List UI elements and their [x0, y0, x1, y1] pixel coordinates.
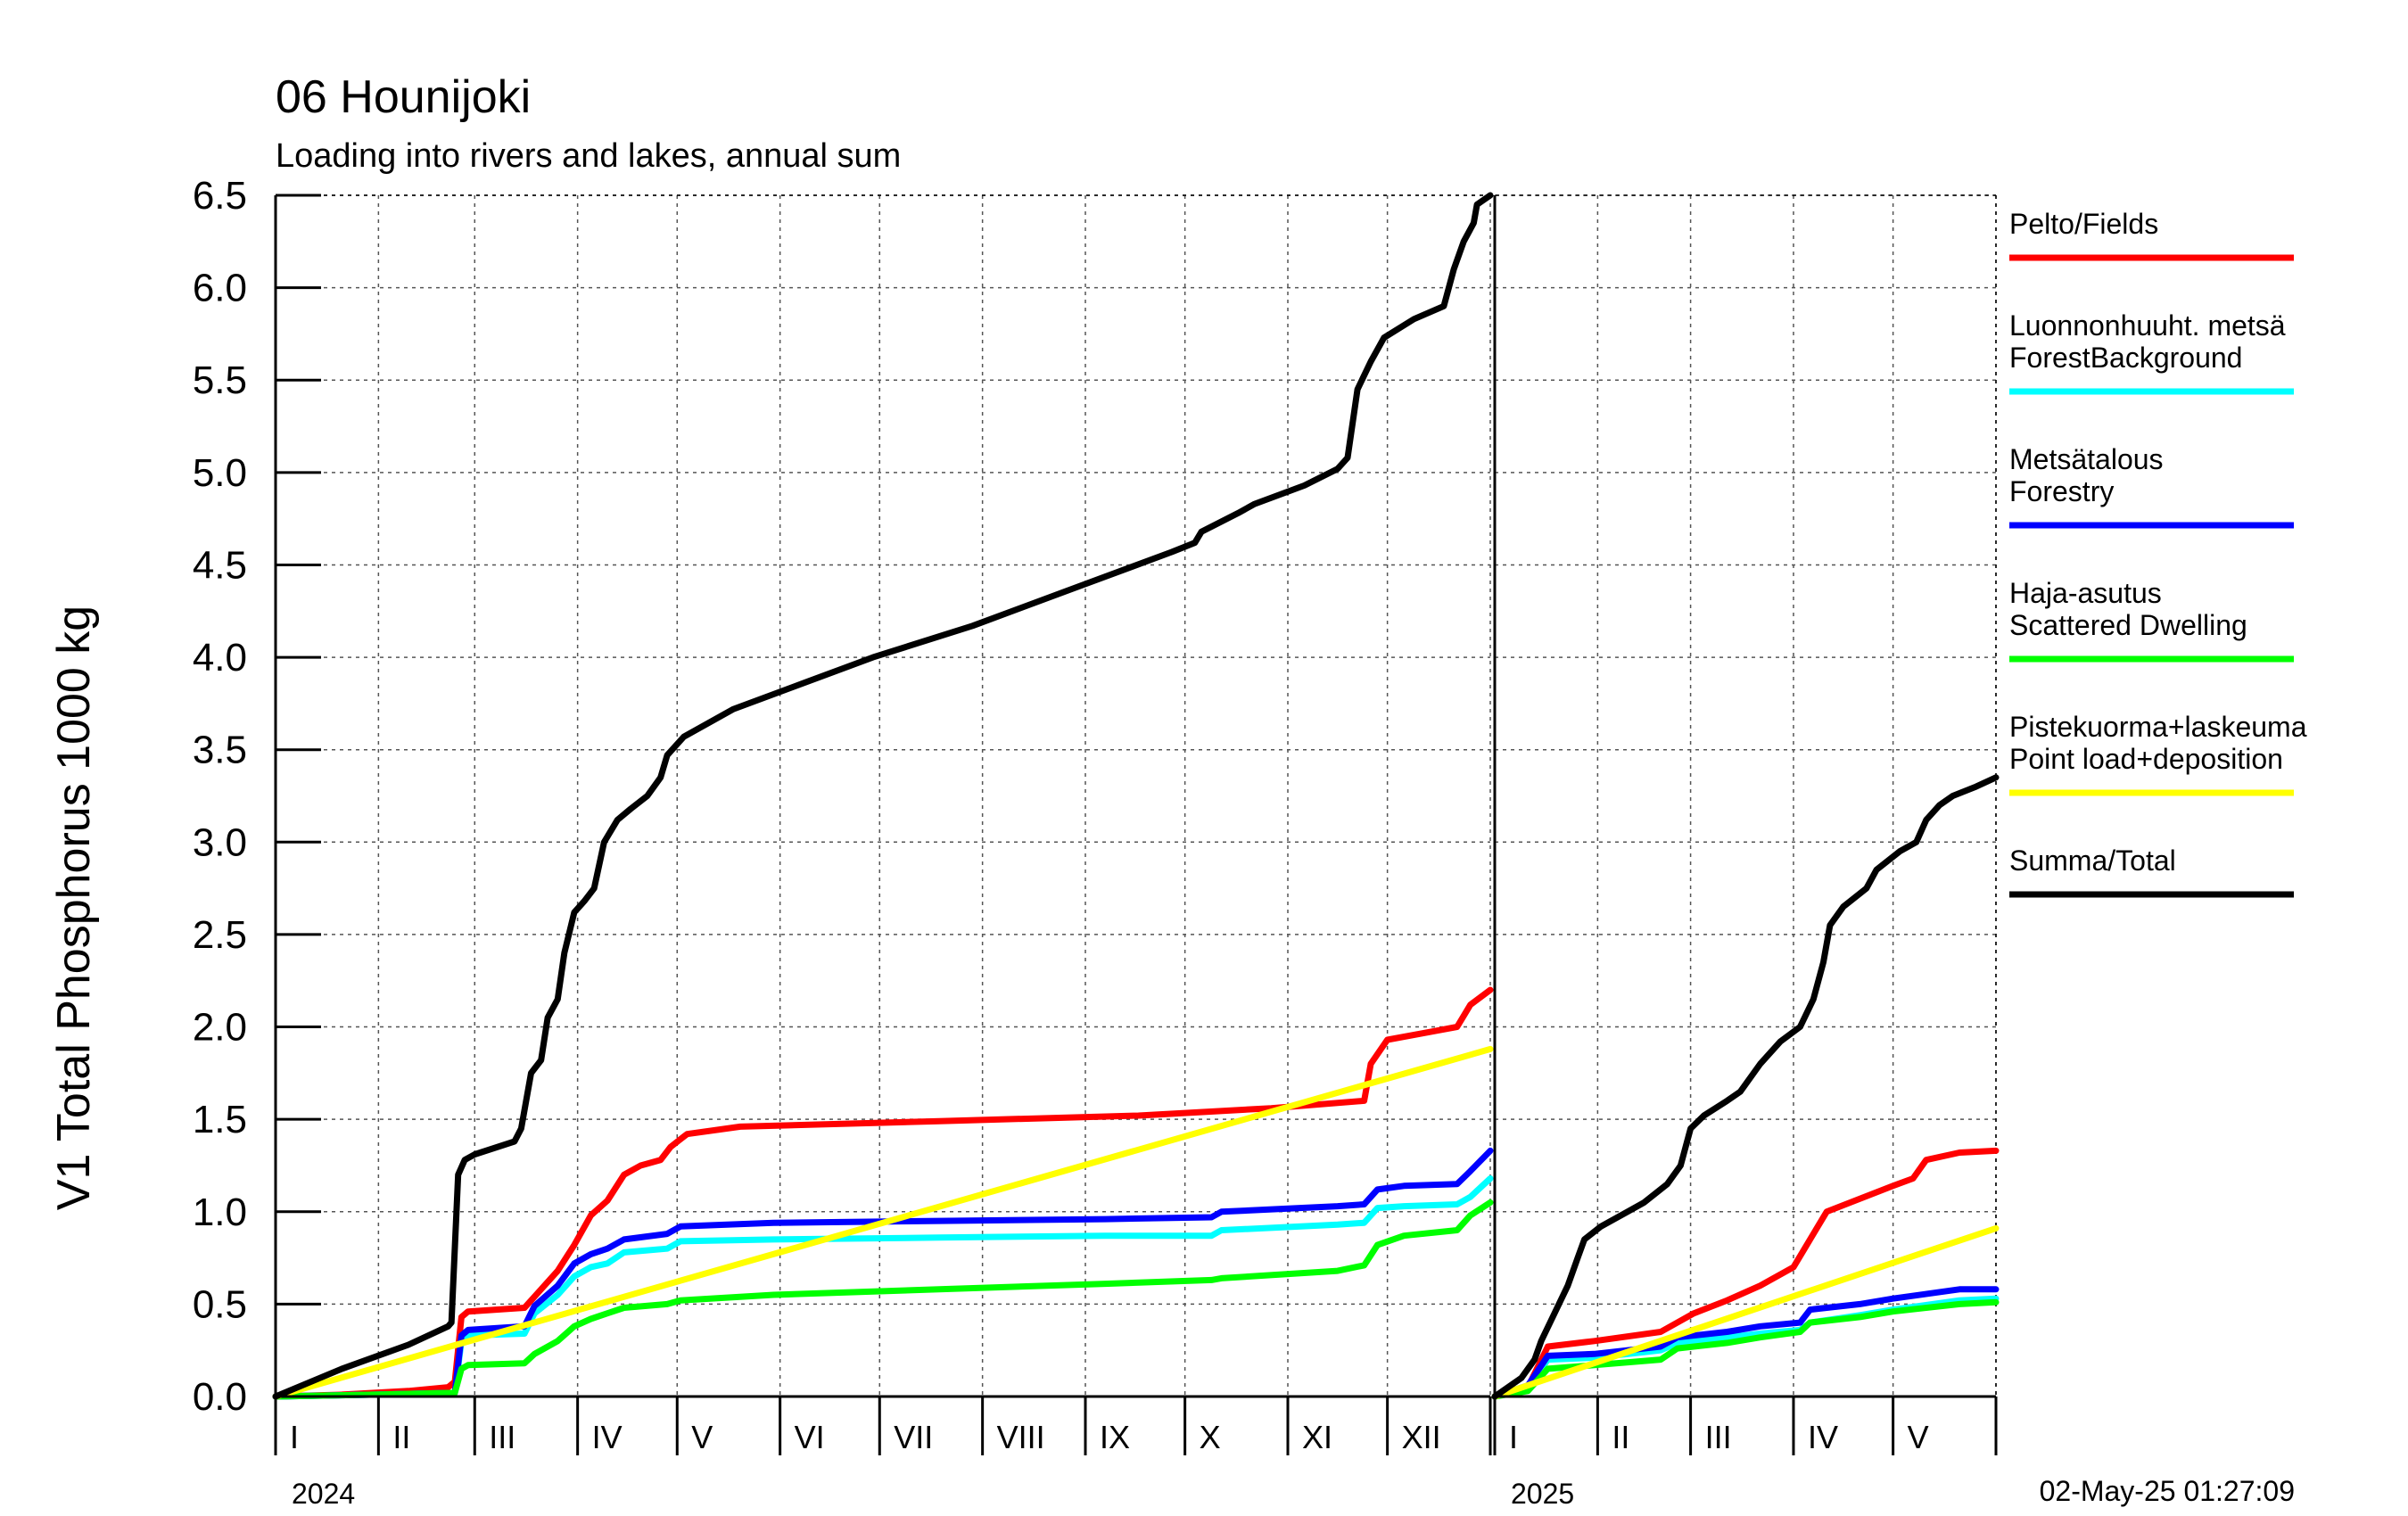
legend-label: Haja-asutus	[2009, 577, 2162, 609]
month-label: VIII	[997, 1419, 1045, 1455]
y-tick-label: 4.0	[193, 636, 247, 680]
legend-item: Summa/Total	[2009, 845, 2294, 898]
month-label: V	[691, 1419, 713, 1455]
legend-label: Summa/Total	[2009, 845, 2176, 877]
month-label: I	[1509, 1419, 1518, 1455]
year-label: 2025	[1511, 1478, 1574, 1510]
month-label: II	[392, 1419, 410, 1455]
month-label: IX	[1100, 1419, 1130, 1455]
series-line	[272, 192, 1494, 1400]
y-axis-label: V1 Total Phosphorus 1000 kg	[48, 606, 100, 1210]
series-line	[1491, 774, 2000, 1400]
series-line	[272, 1175, 1494, 1400]
y-tick-label: 5.5	[193, 358, 247, 402]
series-line	[1491, 1224, 2000, 1400]
legend-item: Pelto/Fields	[2009, 208, 2294, 261]
month-label: XI	[1302, 1419, 1332, 1455]
month-label: I	[290, 1419, 299, 1455]
month-label: IV	[592, 1419, 623, 1455]
y-tick-label: 6.0	[193, 267, 247, 310]
series-group	[272, 192, 2000, 1400]
month-label: III	[1705, 1419, 1732, 1455]
month-label: IV	[1808, 1419, 1838, 1455]
y-tick-label: 3.0	[193, 820, 247, 864]
y-tick-label: 3.5	[193, 729, 247, 772]
y-tick-label: 0.0	[193, 1375, 247, 1419]
legend-label: Metsätalous	[2009, 443, 2164, 475]
grid	[276, 194, 1997, 1397]
legend-label: Pistekuorma+laskeuma	[2009, 711, 2307, 743]
legend-label: Pelto/Fields	[2009, 208, 2158, 240]
legend-label: Luonnonhuuht. metsä	[2009, 309, 2286, 342]
y-tick-label: 1.0	[193, 1191, 247, 1234]
month-label: III	[489, 1419, 515, 1455]
legend-label: Point load+deposition	[2009, 743, 2283, 775]
series-line	[1491, 1298, 2000, 1400]
series-line	[272, 1147, 1494, 1400]
legend-label: ForestBackground	[2009, 342, 2242, 374]
month-label: X	[1200, 1419, 1221, 1455]
month-label: VII	[894, 1419, 933, 1455]
series-line	[272, 1045, 1494, 1400]
timestamp: 02-May-25 01:27:09	[2040, 1475, 2295, 1507]
chart-title: 06 Hounijoki	[276, 71, 531, 123]
y-tick-label: 2.5	[193, 913, 247, 957]
y-tick-label: 5.0	[193, 451, 247, 495]
legend: Pelto/Fields Luonnonhuuht. metsäForestBac…	[2009, 208, 2307, 898]
month-label: II	[1612, 1419, 1629, 1455]
month-label: VI	[795, 1419, 825, 1455]
y-tick-label: 6.5	[193, 174, 247, 218]
month-label: V	[1908, 1419, 1929, 1455]
series-line	[1491, 1147, 2000, 1400]
y-tick-label: 2.0	[193, 1006, 247, 1050]
series-line	[272, 1199, 1494, 1400]
chart-subtitle: Loading into rivers and lakes, annual su…	[276, 137, 901, 175]
y-tick-label: 4.5	[193, 543, 247, 587]
year-label: 2024	[292, 1478, 355, 1510]
series-line	[1491, 1286, 2000, 1400]
month-label: XII	[1402, 1419, 1441, 1455]
y-tick-label: 1.5	[193, 1098, 247, 1141]
y-tick-label: 0.5	[193, 1282, 247, 1326]
legend-label: Forestry	[2009, 475, 2114, 507]
legend-label: Scattered Dwelling	[2009, 609, 2247, 641]
